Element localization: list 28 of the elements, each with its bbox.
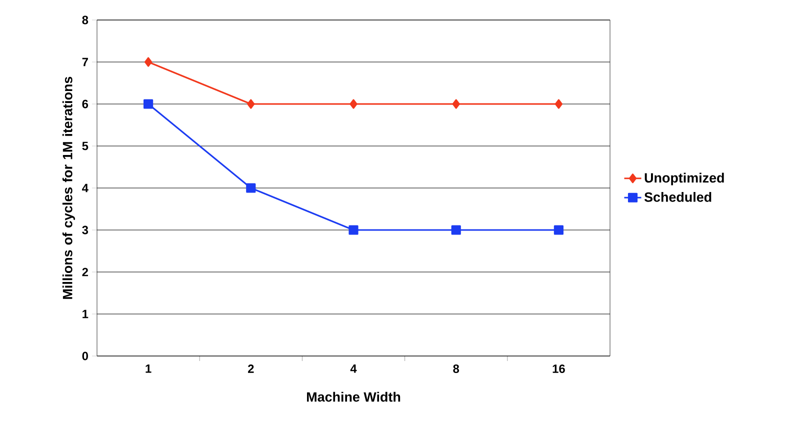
x-tick-label: 16 <box>552 364 565 373</box>
x-axis-title: Machine Width <box>307 392 400 402</box>
y-tick-label: 4 <box>82 184 88 192</box>
y-tick-label: 6 <box>82 100 88 108</box>
legend-label: Unoptimized <box>644 172 724 186</box>
point <box>451 225 461 235</box>
point <box>452 99 460 109</box>
point <box>247 99 255 109</box>
point <box>350 99 358 109</box>
y-tick-label: 1 <box>82 310 88 318</box>
point <box>144 99 154 109</box>
y-tick-label: 3 <box>82 226 88 234</box>
point <box>246 183 256 193</box>
point <box>144 57 152 67</box>
y-axis-title: Millions of cycles for 1M iterations <box>62 76 75 299</box>
point <box>348 225 358 235</box>
y-tick-label: 0 <box>82 352 88 360</box>
y-tick-label: 2 <box>82 268 88 276</box>
point <box>554 225 564 235</box>
y-tick-label: 8 <box>82 16 88 24</box>
x-tick-label: 1 <box>146 364 152 373</box>
x-tick-label: 8 <box>453 364 460 373</box>
y-tick-label: 5 <box>82 142 88 150</box>
x-tick-label: 4 <box>350 364 357 373</box>
legend-label: Scheduled <box>644 192 712 202</box>
point <box>554 99 563 109</box>
x-tick-label: 2 <box>248 364 254 373</box>
y-tick-label: 7 <box>82 58 88 66</box>
